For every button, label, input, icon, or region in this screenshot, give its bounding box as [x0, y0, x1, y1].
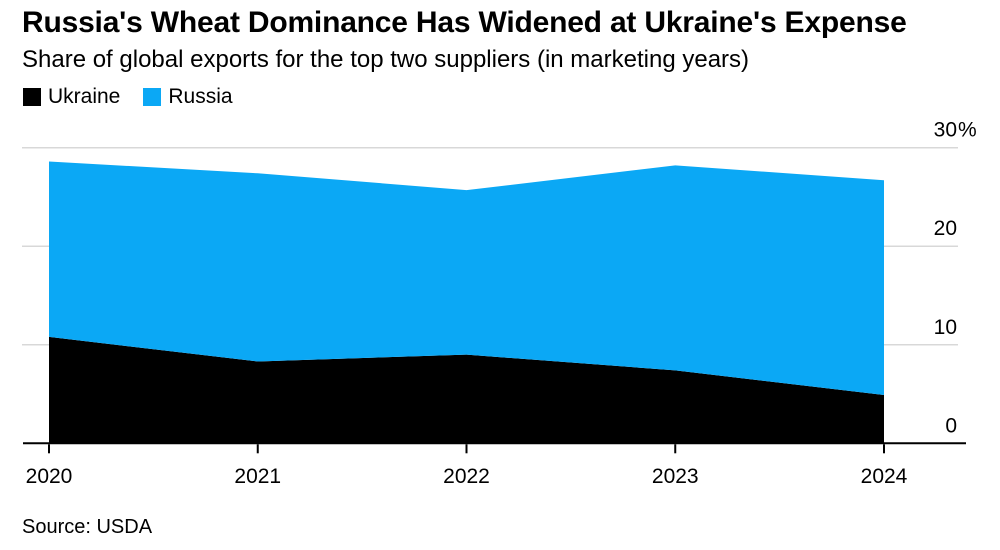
russia-swatch-icon	[143, 88, 162, 106]
area-series-ukraine	[49, 336, 884, 444]
y-tick-percent-suffix: %	[958, 119, 977, 142]
x-tick-label: 2020	[26, 465, 73, 488]
x-tick-label: 2021	[234, 465, 281, 488]
y-tick-label: 30	[934, 119, 957, 142]
legend-item-ukraine: Ukraine	[23, 85, 121, 108]
chart-title: Russia's Wheat Dominance Has Widened at …	[22, 6, 907, 39]
legend-label-ukraine: Ukraine	[48, 85, 121, 108]
y-tick-label: 20	[934, 217, 957, 240]
legend-label-russia: Russia	[168, 85, 233, 108]
stacked-area-plot: 2020 2021 2022 2023 2024 0 10 20 30%	[22, 119, 977, 488]
x-tick-label: 2023	[652, 465, 699, 488]
x-tick-label: 2022	[443, 465, 490, 488]
source-note: Source: USDA	[22, 516, 153, 538]
area-series-russia	[49, 161, 884, 395]
legend-item-russia: Russia	[143, 85, 233, 108]
y-tick-label: 10	[934, 316, 957, 339]
x-tick-label: 2024	[861, 465, 908, 488]
chart-legend: Ukraine Russia	[23, 85, 233, 108]
y-tick-label: 0	[945, 414, 957, 437]
chart-subtitle: Share of global exports for the top two …	[22, 46, 750, 73]
ukraine-swatch-icon	[23, 88, 41, 106]
